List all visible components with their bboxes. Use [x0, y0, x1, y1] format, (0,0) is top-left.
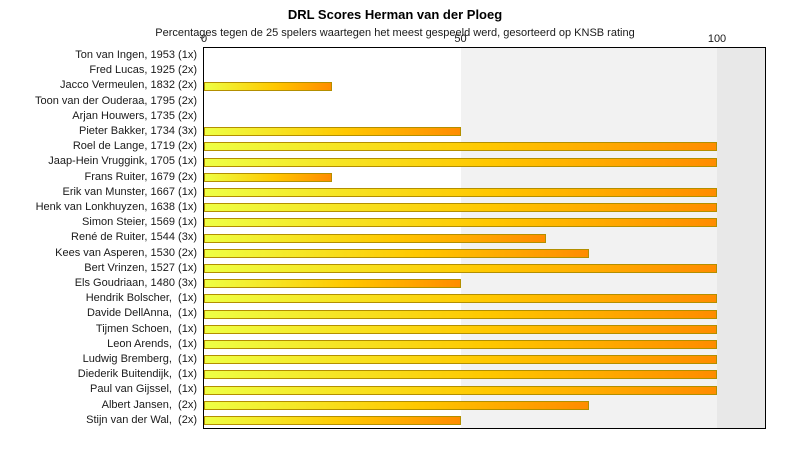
x-axis-tick-label: 0	[200, 33, 208, 45]
score-bar	[204, 355, 717, 365]
y-axis-label: Bert Vrinzen, 1527 (1x)	[84, 261, 197, 274]
y-axis-label: Hendrik Bolscher, (1x)	[85, 292, 197, 305]
score-bar	[204, 385, 717, 395]
plot-band-over-100	[717, 48, 765, 428]
y-axis-label: Fred Lucas, 1925 (2x)	[89, 64, 197, 77]
y-axis-label: Ton van Ingen, 1953 (1x)	[75, 49, 197, 61]
y-axis-label: Erik van Munster, 1667 (1x)	[62, 185, 197, 198]
plot-area	[203, 47, 766, 429]
y-axis-label: Els Goudriaan, 1480 (3x)	[74, 277, 197, 289]
y-axis-label: Jacco Vermeulen, 1832 (2x)	[60, 79, 197, 92]
y-axis-label: Jaap-Hein Vruggink, 1705 (1x)	[48, 155, 197, 168]
x-axis-tick-label: 100	[707, 33, 727, 45]
x-axis-tick-label: 50	[454, 33, 467, 45]
score-bar	[204, 248, 589, 258]
y-axis-label: Kees van Asperen, 1530 (2x)	[55, 246, 197, 259]
score-bar	[204, 127, 461, 137]
chart-subtitle: Percentages tegen de 25 spelers waartege…	[155, 27, 635, 39]
y-axis-label: Leon Arends, (1x)	[107, 337, 197, 350]
y-axis-label: Toon van der Ouderaa, 1795 (2x)	[34, 94, 197, 107]
y-axis-label: Pieter Bakker, 1734 (3x)	[78, 125, 197, 137]
y-axis-label: Davide DellAnna, (1x)	[86, 307, 197, 320]
score-bar	[204, 309, 717, 319]
y-axis-label: Frans Ruiter, 1679 (2x)	[84, 170, 198, 183]
score-bar	[204, 233, 547, 243]
y-axis-labels: Ton van Ingen, 1953 (1x) Fred Lucas, 1925…	[0, 48, 197, 428]
score-bar	[204, 218, 717, 228]
score-bar	[204, 339, 717, 349]
y-axis-label: Paul van Gijssel, (1x)	[90, 383, 197, 396]
score-bar	[204, 142, 717, 152]
score-bar	[204, 172, 333, 182]
y-axis-label: Stijn van der Wal, (2x)	[86, 413, 197, 426]
score-bar	[204, 157, 717, 167]
y-axis-label: Henk van Lonkhuyzen, 1638 (1x)	[35, 201, 197, 213]
score-bar	[204, 415, 461, 425]
score-bar	[204, 324, 717, 334]
chart-title: DRL Scores Herman van der Ploeg	[287, 7, 503, 22]
bars-layer	[204, 48, 765, 428]
score-bar	[204, 370, 717, 380]
y-axis-label: Tijmen Schoen, (1x)	[95, 322, 197, 335]
score-bar	[204, 294, 717, 304]
score-bar	[204, 81, 333, 91]
score-bar	[204, 263, 717, 273]
score-bar	[204, 400, 589, 410]
score-bar	[204, 187, 717, 197]
y-axis-label: Ludwig Bremberg, (1x)	[82, 353, 197, 365]
y-axis-label: Arjan Houwers, 1735 (2x)	[72, 109, 197, 122]
score-bar	[204, 203, 717, 213]
y-axis-label: Albert Jansen, (2x)	[101, 398, 197, 411]
y-axis-label: Roel de Lange, 1719 (2x)	[72, 140, 197, 153]
x-axis: 0 50 100	[200, 33, 765, 46]
y-axis-label: René de Ruiter, 1544 (3x)	[71, 231, 197, 244]
score-bar	[204, 279, 461, 289]
y-axis-label: Diederik Buitendijk, (1x)	[77, 368, 197, 381]
y-axis-label: Simon Steier, 1569 (1x)	[82, 216, 197, 229]
